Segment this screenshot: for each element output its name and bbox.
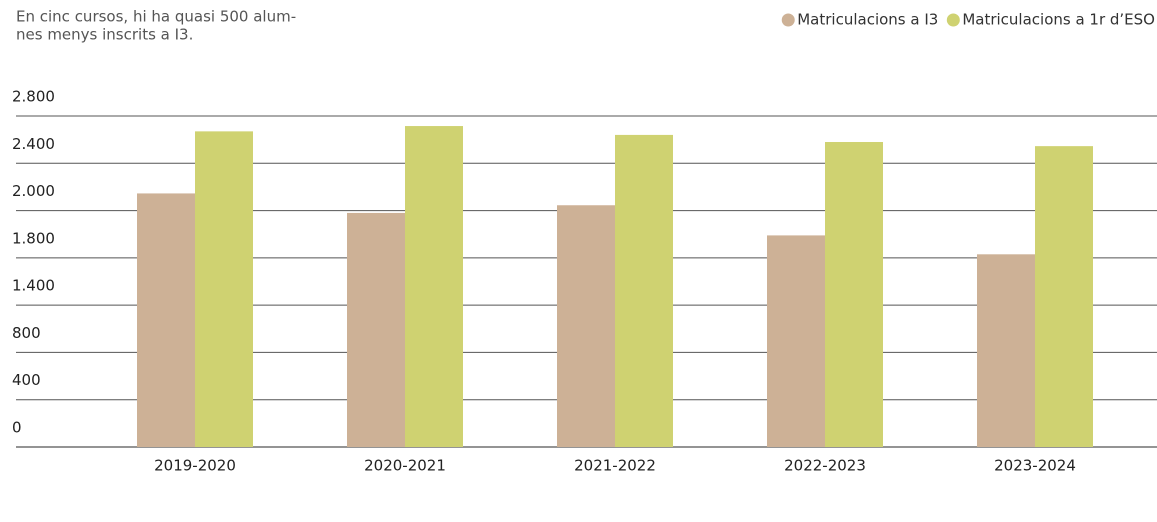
x-tick-label: 2022-2023 — [784, 457, 866, 475]
bar — [195, 131, 253, 447]
legend-marker — [946, 13, 960, 27]
bar — [977, 254, 1035, 447]
subtitle: nes menys inscrits a I3. — [16, 26, 193, 44]
legend-label: Matriculacions a I3 — [797, 11, 938, 29]
legend-label: Matriculacions a 1r d’ESO — [962, 11, 1155, 29]
x-tick-label: 2019-2020 — [154, 457, 236, 475]
bar — [1035, 146, 1093, 447]
bar — [137, 193, 195, 447]
y-tick-label: 2.800 — [12, 88, 55, 106]
bar — [767, 235, 825, 447]
y-tick-label: 0 — [12, 419, 22, 437]
bar — [825, 142, 883, 447]
x-tick-label: 2023-2024 — [994, 457, 1076, 475]
y-tick-label: 1.400 — [12, 277, 55, 295]
x-tick-label: 2021-2022 — [574, 457, 656, 475]
y-tick-label: 2.000 — [12, 182, 55, 200]
x-tick-label: 2020-2021 — [364, 457, 446, 475]
y-tick-label: 1.800 — [12, 229, 55, 247]
legend-marker — [781, 13, 795, 27]
y-tick-label: 2.400 — [12, 135, 55, 153]
bar — [405, 126, 463, 447]
bar — [557, 205, 615, 447]
y-tick-label: 800 — [12, 324, 41, 342]
bar — [347, 212, 405, 447]
y-tick-label: 400 — [12, 371, 41, 389]
bar — [615, 134, 673, 447]
subtitle: En cinc cursos, hi ha quasi 500 alum- — [16, 8, 296, 26]
